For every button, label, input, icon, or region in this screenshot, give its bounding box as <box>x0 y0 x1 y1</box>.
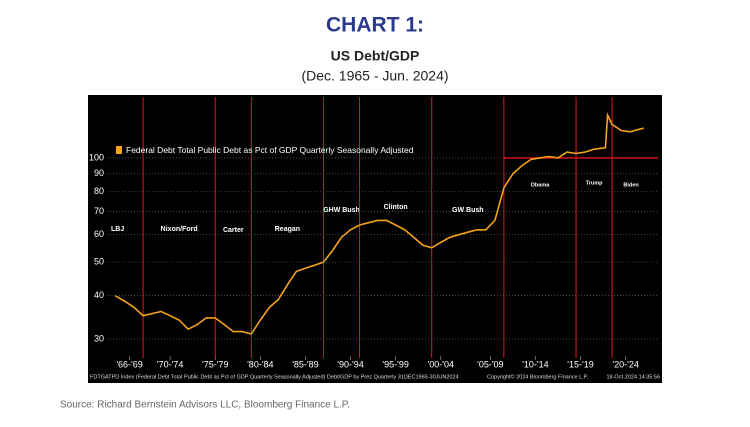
president-label: Trump <box>586 180 603 186</box>
series-line <box>114 112 644 335</box>
chart-subtitle: US Debt/GDP <box>331 48 420 64</box>
y-tick-label: 50 <box>94 257 104 267</box>
president-label: Reagan <box>275 226 300 233</box>
x-tick-label: '05-'09 <box>477 359 503 369</box>
x-tick-label: '85-'89 <box>292 359 318 369</box>
y-tick-label: 40 <box>94 290 104 300</box>
x-tick-label: '00-'04 <box>428 359 454 369</box>
source-note: Source: Richard Bernstein Advisors LLC, … <box>60 400 350 411</box>
x-tick-label: '10-'14 <box>522 359 548 369</box>
x-tick-label: '75-'79 <box>202 359 228 369</box>
footer: FDTGATPD Index (Federal Debt Total Publi… <box>90 374 459 380</box>
president-label: LBJ <box>111 226 124 233</box>
president-label: Nixon/Ford <box>161 226 198 233</box>
x-tick-label: '95-'99 <box>382 359 408 369</box>
y-tick-label: 100 <box>89 152 104 162</box>
y-tick-label: 30 <box>94 333 104 343</box>
legend-label: Federal Debt Total Public Debt as Pct of… <box>126 145 414 155</box>
y-tick-label: 60 <box>94 229 104 239</box>
x-tick-label: '66-'69 <box>116 359 142 369</box>
president-label: Clinton <box>384 204 408 211</box>
y-tick-label: 70 <box>94 206 104 216</box>
president-label: GW Bush <box>452 207 484 214</box>
x-tick-label: '90-'94 <box>337 359 363 369</box>
timestamp: 18-Oct-2024 14:35:56 <box>606 374 660 380</box>
x-tick-label: '80-'84 <box>247 359 273 369</box>
x-tick-label: '70-'74 <box>157 359 183 369</box>
y-tick-label: 80 <box>94 186 104 196</box>
chart-title: CHART 1: <box>326 14 424 37</box>
x-tick-label: '20-'24 <box>612 359 638 369</box>
president-label: Obama <box>531 182 551 188</box>
x-tick-label: '15-'19 <box>567 359 593 369</box>
copyright: Copyright© 2024 Bloomberg Finance L.P. <box>487 373 589 380</box>
legend-swatch <box>116 146 122 154</box>
president-label: GHW Bush <box>323 207 360 214</box>
president-label: Carter <box>223 227 244 234</box>
chart-period: (Dec. 1965 - Jun. 2024) <box>301 68 448 84</box>
president-label: Biden <box>623 182 639 188</box>
plot-background <box>88 95 662 383</box>
y-tick-label: 90 <box>94 168 104 178</box>
